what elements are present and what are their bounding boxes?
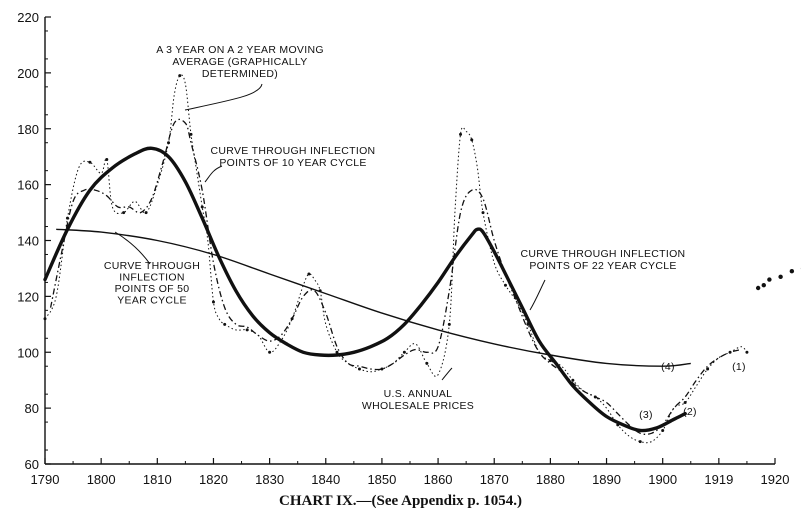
- annotation-leader: [185, 84, 262, 110]
- x-tick-label: 1790: [31, 472, 60, 487]
- x-tick-label: 1860: [424, 472, 453, 487]
- series-annual-point: [307, 273, 310, 276]
- x-tick-label: 1800: [87, 472, 116, 487]
- series-annual-point: [122, 211, 125, 214]
- annotation-a_inflect50: CURVE THROUGH: [104, 260, 200, 272]
- y-tick-label: 200: [17, 66, 39, 81]
- x-tick-label: 1920: [761, 472, 790, 487]
- annotation-a_moving: DETERMINED): [202, 68, 278, 80]
- y-tick-label: 80: [25, 401, 39, 416]
- series-annual-point: [145, 211, 148, 214]
- series-annual-point: [105, 158, 108, 161]
- series-post1919-point: [767, 277, 771, 281]
- series-annual-point: [88, 161, 91, 164]
- series-post1919-point: [756, 286, 760, 290]
- series-annual-point: [201, 205, 204, 208]
- y-tick-label: 140: [17, 234, 39, 249]
- annotation-a_l1: (1): [732, 361, 746, 373]
- x-tick-label: 1900: [648, 472, 677, 487]
- series-annual-point: [425, 362, 428, 365]
- series-annual-point: [706, 368, 709, 371]
- annotation-a_annual: U.S. ANNUAL: [384, 388, 453, 400]
- series-annual-point: [661, 429, 664, 432]
- price-chart: 60 80 100 120 140 160 180 200 220 1790 1800 1810 182…: [0, 0, 801, 490]
- y-tick-label: 180: [17, 122, 39, 137]
- series-post1919-point: [778, 275, 782, 279]
- annotation-a_annual: WHOLESALE PRICES: [362, 400, 474, 412]
- x-tick-label: 1880: [536, 472, 565, 487]
- annotation-a_inflect50: YEAR CYCLE: [117, 295, 187, 307]
- x-tick-label: 1870: [480, 472, 509, 487]
- x-tick-label: 1890: [592, 472, 621, 487]
- series-annual-point: [403, 351, 406, 354]
- series-annual-point: [268, 351, 271, 354]
- annotation-a_inflect50: POINTS OF 50: [115, 283, 190, 295]
- y-tick-label: 120: [17, 289, 39, 304]
- series-annual-point: [482, 211, 485, 214]
- series-annual-point: [212, 300, 215, 303]
- series-annual-point: [571, 379, 574, 382]
- annotation-a_l3: (3): [639, 409, 653, 421]
- y-tick-label: 220: [17, 10, 39, 25]
- series-annual-point: [44, 317, 47, 320]
- series-annual-point: [684, 401, 687, 404]
- series-annual-point: [246, 328, 249, 331]
- series-annual-point: [504, 284, 507, 287]
- series-annual-point: [448, 323, 451, 326]
- annotation-leader: [442, 368, 452, 380]
- series-post1919-point: [762, 283, 766, 287]
- annotation-a_inflect22: POINTS OF 22 YEAR CYCLE: [529, 260, 676, 272]
- series-annual-point: [358, 368, 361, 371]
- x-tick-label: 1830: [255, 472, 284, 487]
- annotation-a_moving: AVERAGE (GRAPHICALLY: [172, 56, 307, 68]
- series-annual-point: [223, 323, 226, 326]
- annotation-a_moving: A 3 YEAR ON A 2 YEAR MOVING: [156, 44, 324, 56]
- annotation-a_inflect50: INFLECTION: [119, 272, 184, 284]
- y-tick-label: 60: [25, 457, 39, 472]
- x-tick-label: 1850: [367, 472, 396, 487]
- series-post1919-point: [790, 269, 794, 273]
- annotation-a_l4: (4): [661, 361, 675, 373]
- y-tick-label: 160: [17, 178, 39, 193]
- annotation-a_l2: (2): [683, 406, 697, 418]
- x-tick-label: 1820: [199, 472, 228, 487]
- annotation-leader: [530, 280, 545, 310]
- x-tick-label: 1840: [311, 472, 340, 487]
- x-tick-label: 1810: [143, 472, 172, 487]
- annotation-a_inflect22: CURVE THROUGH INFLECTION: [521, 248, 686, 260]
- annotation-a_inflect10: POINTS OF 10 YEAR CYCLE: [219, 157, 366, 169]
- series-annual-point: [459, 133, 462, 136]
- annotation-a_inflect10: CURVE THROUGH INFLECTION: [211, 145, 376, 157]
- chart-caption: CHART IX.—(See Appendix p. 1054.): [0, 493, 801, 510]
- series-annual-point: [470, 138, 473, 141]
- series-annual-point: [639, 440, 642, 443]
- series-annual-point: [178, 74, 181, 77]
- x-tick-label: 1919: [704, 472, 733, 487]
- y-tick-label: 100: [17, 345, 39, 360]
- series-annual-point: [745, 351, 748, 354]
